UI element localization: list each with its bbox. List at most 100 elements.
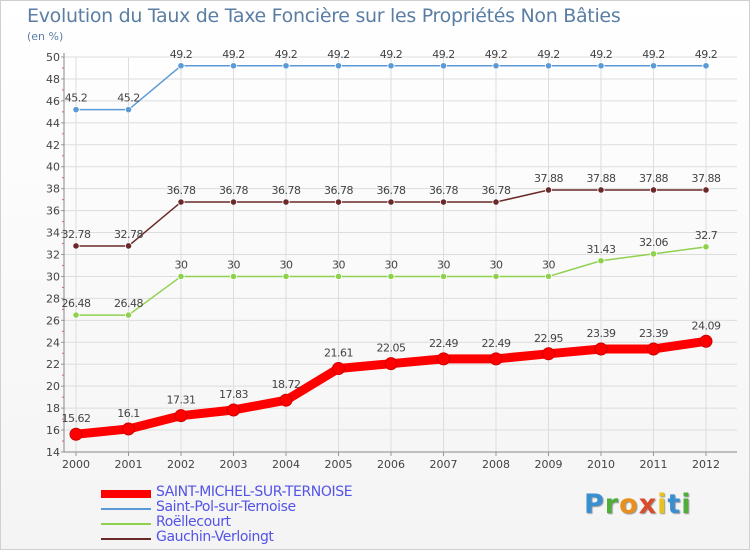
legend-swatch-saint-pol [101, 507, 151, 510]
data-point [649, 186, 658, 194]
data-point [649, 250, 658, 258]
data-label: 45.2 [117, 92, 140, 105]
line-chart: 14 16 18 20 22 24 26 28 30 32 34 36 38 40 42 44 46 48 50 20… [46, 48, 737, 471]
x-tick-label: 2009 [535, 458, 563, 471]
x-tick-label: 2007 [430, 458, 458, 471]
data-label: 32.06 [639, 236, 668, 249]
data-label: 23.39 [639, 327, 668, 340]
data-point [647, 342, 660, 356]
data-point [594, 342, 608, 356]
y-tick-label: 20 [46, 380, 60, 393]
data-point [544, 62, 553, 70]
data-label: 16.1 [117, 407, 140, 420]
legend-label-saint-michel: SAINT-MICHEL-SUR-TERNOISE [156, 484, 353, 500]
data-label: 30 [437, 258, 450, 271]
data-point [439, 272, 448, 281]
legend-swatch-saint-michel [101, 489, 151, 498]
y-tick-label: 32 [46, 249, 60, 262]
legend-swatch-gauchin [101, 537, 151, 540]
x-tick-label: 2006 [377, 458, 405, 471]
data-label: 32.78 [62, 228, 91, 241]
data-point [702, 186, 710, 194]
y-tick-label: 40 [46, 161, 60, 174]
data-label: 22.49 [429, 337, 458, 350]
data-label: 22.49 [482, 337, 511, 350]
data-label: 37.88 [692, 172, 721, 185]
data-point [282, 198, 290, 206]
data-point [439, 198, 448, 206]
y-tick-label: 50 [46, 51, 60, 64]
data-point [492, 272, 500, 281]
chart-subtitle: (en %) [27, 30, 64, 43]
data-label: 32.7 [695, 229, 718, 242]
data-point [334, 62, 343, 70]
data-label: 49.2 [590, 48, 613, 61]
y-tick-label: 42 [46, 139, 60, 152]
data-label: 45.2 [65, 92, 88, 105]
data-label: 49.2 [222, 48, 245, 61]
legend-item-roellecourt: Roëllecourt [101, 514, 401, 531]
chart-title: Evolution du Taux de Taxe Foncière sur l… [27, 5, 621, 27]
data-label: 49.2 [275, 48, 298, 61]
data-label: 36.78 [377, 184, 406, 197]
data-point [544, 186, 553, 194]
x-tick-label: 2002 [167, 458, 195, 471]
data-point [439, 62, 448, 70]
data-label: 36.78 [219, 184, 248, 197]
data-point [492, 198, 500, 206]
data-label: 49.2 [695, 48, 718, 61]
data-point [597, 257, 605, 265]
data-point [122, 422, 135, 436]
legend-item-saint-pol: Saint-Pol-sur-Ternoise [101, 499, 401, 516]
y-tick-label: 34 [46, 227, 60, 240]
data-label: 37.88 [534, 172, 563, 185]
data-point [384, 357, 398, 371]
data-point [72, 106, 80, 114]
data-point [124, 106, 133, 114]
data-label: 37.88 [639, 172, 668, 185]
data-point [437, 352, 450, 366]
data-point [282, 62, 290, 70]
data-point [332, 362, 345, 376]
data-label: 32.78 [114, 228, 143, 241]
data-label: 21.61 [324, 347, 353, 360]
y-tick-label: 24 [46, 336, 60, 349]
data-label: 30 [542, 258, 555, 271]
data-label: 49.2 [432, 48, 455, 61]
x-tick-label: 2010 [587, 458, 615, 471]
data-point [124, 311, 133, 319]
data-label: 22.95 [534, 332, 563, 345]
y-tick-label: 38 [46, 183, 60, 196]
data-label: 26.48 [114, 297, 143, 310]
data-point [387, 62, 395, 70]
data-label: 36.78 [482, 184, 511, 197]
x-tick-label: 2012 [692, 458, 720, 471]
data-label: 17.31 [167, 394, 196, 407]
data-label: 30 [175, 258, 188, 271]
data-point [227, 403, 240, 417]
x-tick-label: 2003 [220, 458, 248, 471]
y-tick-label: 44 [46, 117, 60, 130]
data-point [699, 334, 713, 348]
data-point [544, 272, 553, 281]
data-point [279, 393, 293, 407]
data-point [334, 272, 343, 281]
y-tick-label: 46 [46, 95, 60, 108]
data-point [229, 198, 238, 206]
data-label: 24.09 [692, 319, 721, 332]
x-tick-label: 2000 [62, 458, 90, 471]
data-point [72, 242, 80, 250]
y-tick-label: 26 [46, 314, 60, 327]
data-point [334, 198, 343, 206]
data-label: 49.2 [537, 48, 560, 61]
x-tick-label: 2001 [115, 458, 143, 471]
data-label: 31.43 [587, 243, 616, 256]
data-point [649, 62, 658, 70]
proxiti-logo: Proxiti [584, 489, 692, 520]
data-point [387, 198, 395, 206]
data-point [597, 186, 605, 194]
data-point [174, 409, 188, 423]
y-tick-label: 30 [46, 270, 60, 283]
data-point [282, 272, 290, 281]
